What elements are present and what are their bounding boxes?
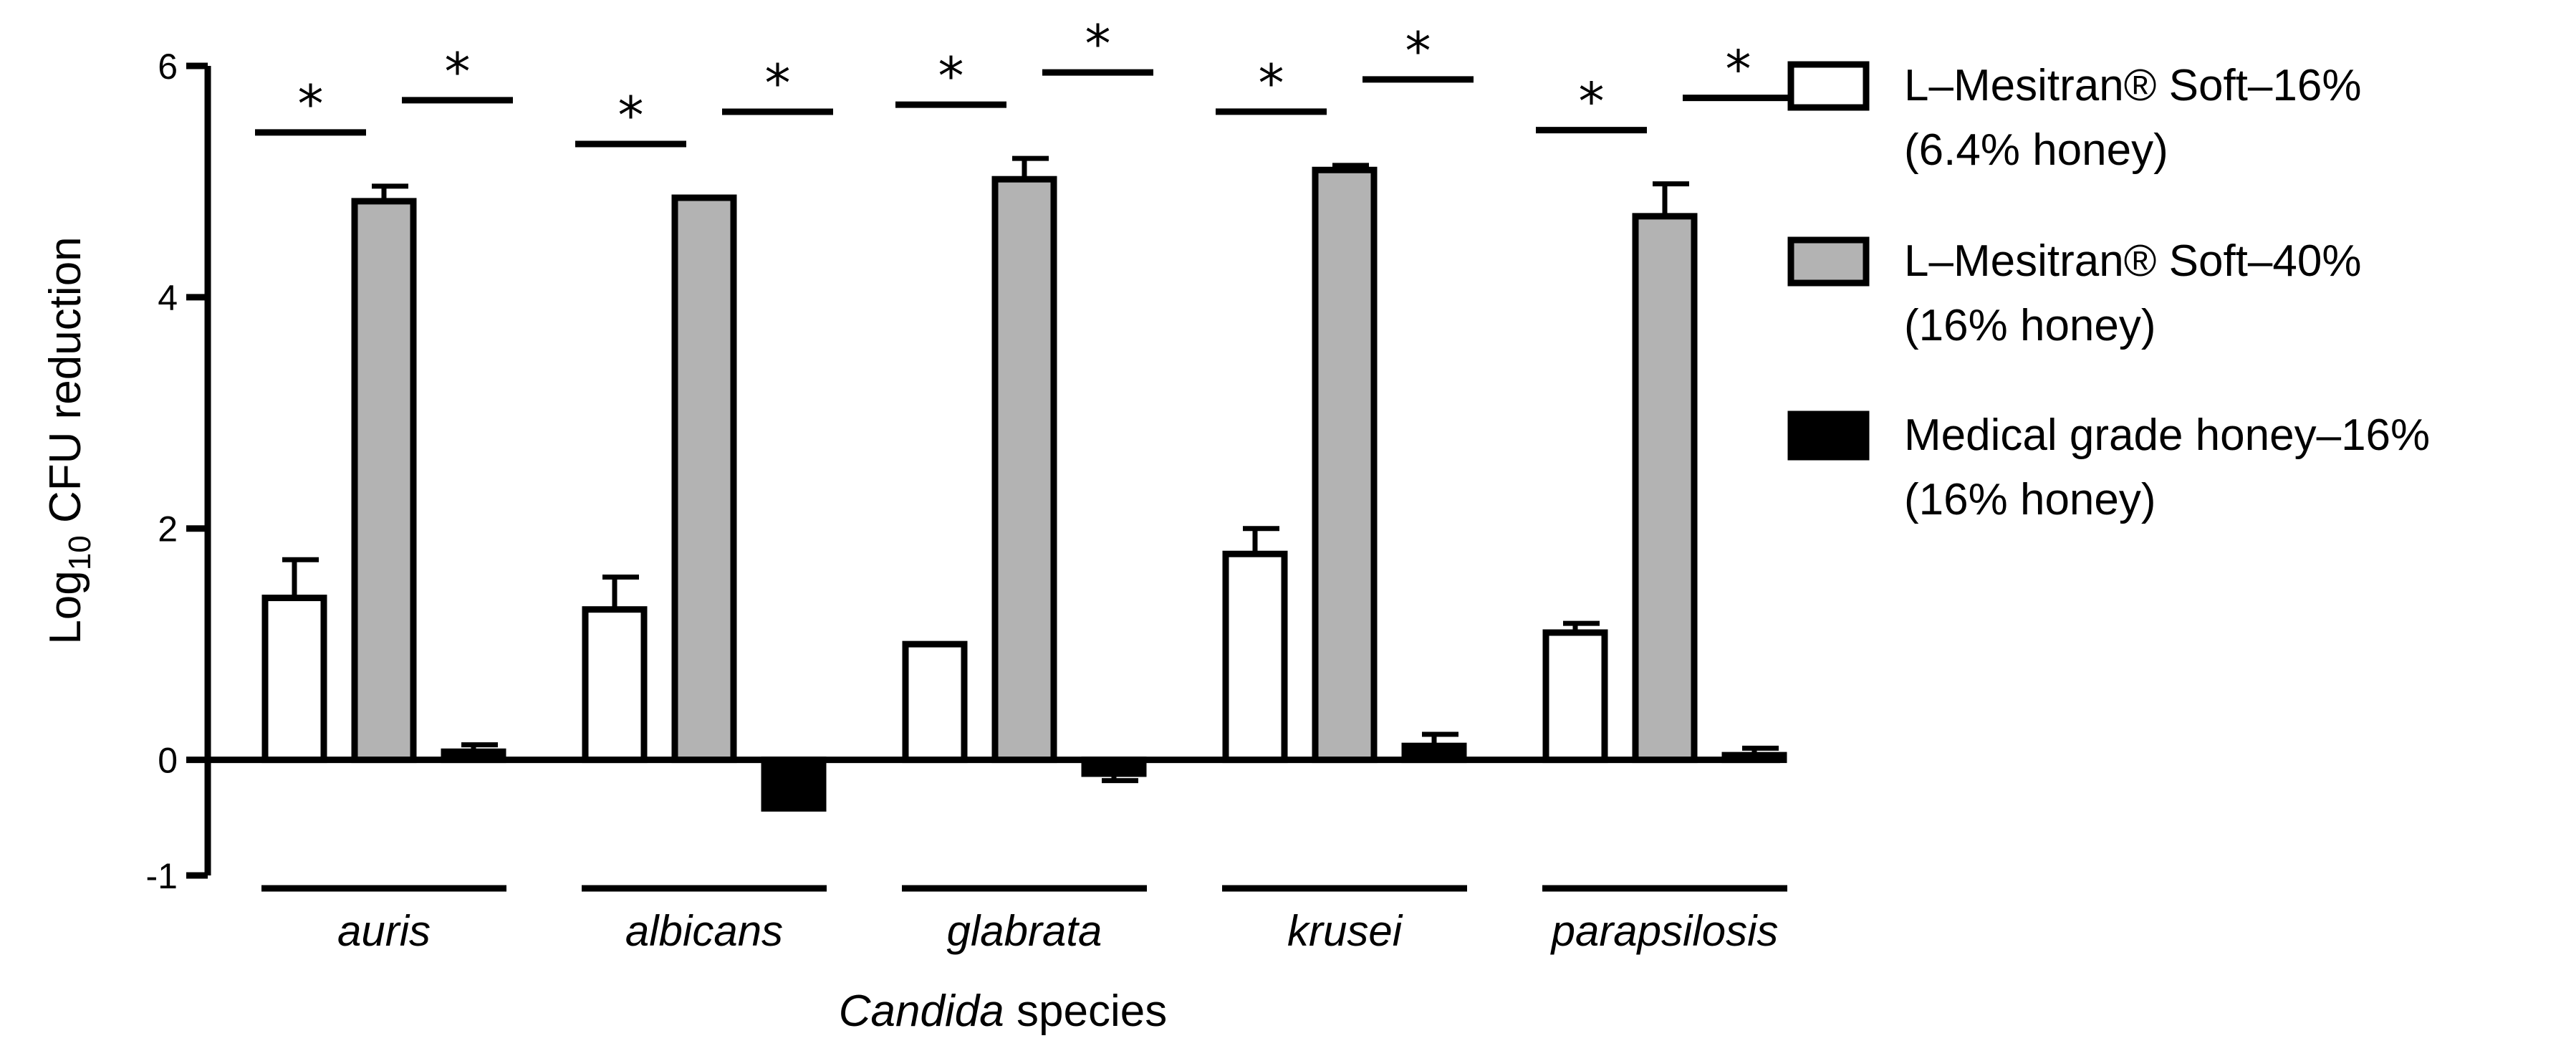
category-label-glabrata: glabrata (947, 907, 1102, 955)
category-label-krusei: krusei (1287, 907, 1403, 955)
category-label-parapsilosis: parapsilosis (1550, 907, 1779, 955)
bars (261, 166, 1787, 812)
category-label-auris: auris (337, 907, 431, 955)
y-tick-label: -1 (146, 856, 178, 896)
legend: L–Mesitran® Soft–16% (6.4% honey) L–Mesitr… (1787, 61, 2430, 524)
x-axis-title-rest: species (1004, 986, 1167, 1036)
bar-krusei-s3 (1401, 742, 1467, 764)
bar-glabrata-s1 (902, 640, 968, 764)
bar-krusei-s1 (1222, 550, 1288, 764)
y-tick-label: 2 (158, 509, 178, 549)
significance-star: * (1259, 53, 1284, 113)
bar-glabrata-s3 (1081, 757, 1147, 777)
x-axis-title: Candida species (839, 986, 1167, 1036)
bar-parapsilosis-s2 (1632, 213, 1698, 764)
bar-krusei-s2 (1312, 166, 1378, 764)
legend-swatch-s2 (1787, 236, 1870, 287)
significance-star: * (618, 85, 644, 145)
bar-glabrata-s2 (991, 176, 1057, 764)
legend-sublabel-s3: (16% honey) (1904, 475, 2156, 524)
significance-star: * (1579, 72, 1605, 132)
significance-star: * (765, 53, 791, 113)
significance-star: * (1085, 14, 1111, 74)
significance-star: * (298, 74, 324, 134)
bar-albicans-s3 (761, 757, 827, 812)
bar-auris-s1 (261, 595, 327, 764)
legend-label-s3: Medical grade honey–16% (1904, 411, 2430, 460)
legend-sublabel-s1: (6.4% honey) (1904, 125, 2168, 175)
y-axis-title-suffix: CFU reduction (41, 236, 90, 535)
bar-albicans-s1 (582, 606, 648, 764)
significance-star: * (1726, 39, 1751, 100)
y-tick-label: 0 (158, 741, 178, 781)
category-labels: auris albicans glabrata krusei parapsilosis (261, 885, 1787, 955)
bar-albicans-s2 (671, 194, 737, 764)
bar-auris-s3 (441, 748, 506, 764)
y-axis-title-subscript: 10 (62, 535, 97, 570)
bar-auris-s2 (351, 198, 417, 764)
significance-star: * (938, 46, 964, 106)
y-axis-title: Log10 CFU reduction (41, 236, 97, 644)
significance-markers: * * * * * * * * * * (255, 14, 1794, 148)
significance-star: * (445, 42, 471, 102)
legend-label-s1: L–Mesitran® Soft–16% (1904, 61, 2361, 110)
y-tick-label: 4 (158, 278, 178, 318)
y-axis-title-prefix: Log (41, 570, 90, 644)
legend-sublabel-s2: (16% honey) (1904, 301, 2156, 350)
significance-star: * (1405, 21, 1431, 81)
legend-swatch-s3 (1787, 411, 1870, 461)
x-axis-title-italic: Candida (839, 986, 1004, 1036)
legend-swatch-s1 (1787, 61, 1870, 111)
legend-label-s2: L–Mesitran® Soft–40% (1904, 236, 2361, 286)
category-label-albicans: albicans (625, 907, 783, 955)
y-tick-label: 6 (158, 47, 178, 87)
bar-parapsilosis-s1 (1542, 629, 1608, 764)
bar-parapsilosis-s3 (1721, 752, 1787, 764)
error-bars (282, 155, 1779, 784)
